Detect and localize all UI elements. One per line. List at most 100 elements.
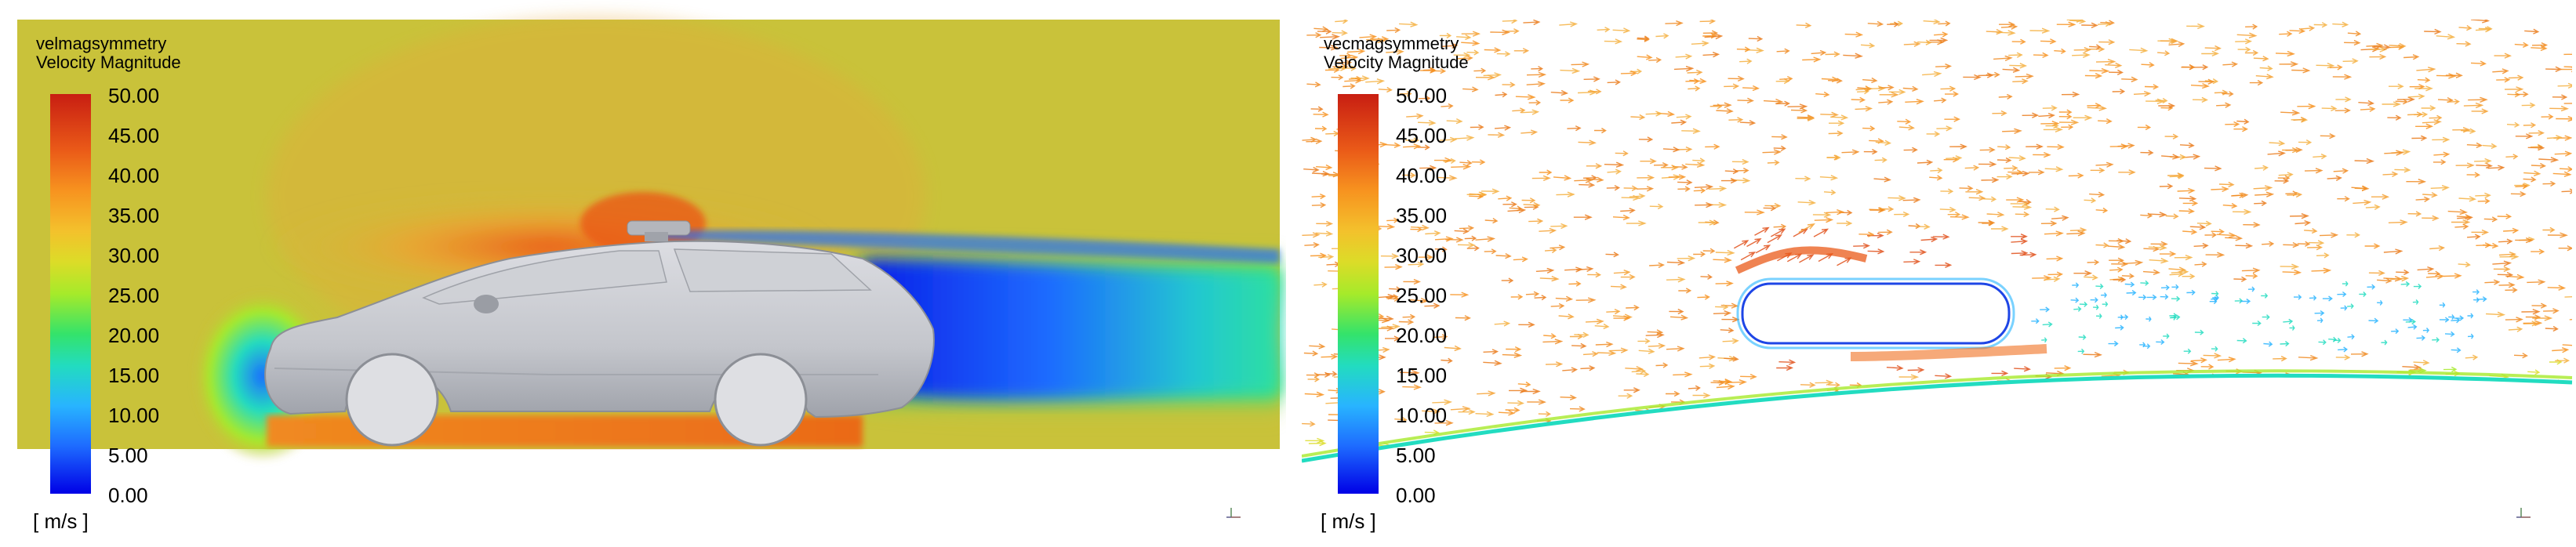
velocity-vector-glyph (2204, 165, 2222, 172)
velocity-vector-glyph (2182, 200, 2199, 207)
velocity-vector-glyph (2338, 346, 2348, 353)
velocity-vector-glyph (1570, 436, 1585, 442)
velocity-vector-glyph (2245, 24, 2258, 30)
velocity-vector-glyph (2470, 60, 2487, 67)
velocity-vector-glyph (1505, 28, 1520, 34)
velocity-vector-glyph (2527, 144, 2545, 151)
velocity-vector-glyph (2031, 318, 2040, 324)
wheel-rear (714, 353, 808, 447)
velocity-vector-glyph (2422, 328, 2430, 333)
velocity-vector-glyph (1637, 338, 1651, 344)
velocity-vector-glyph (1739, 120, 1757, 126)
velocity-vector-glyph (2250, 438, 2270, 445)
velocity-vector-glyph (1620, 208, 1636, 214)
velocity-vector-glyph (2058, 109, 2073, 115)
velocity-vector-glyph (2181, 64, 2196, 71)
velocity-vector-glyph (1793, 228, 1808, 237)
velocity-vector-glyph (2024, 414, 2038, 420)
velocity-vector-glyph (1518, 321, 1535, 328)
velocity-vector-glyph (1531, 66, 1543, 72)
velocity-vector-glyph (2093, 304, 2099, 310)
velocity-vector-glyph (2432, 387, 2450, 393)
velocity-vector-glyph (2149, 455, 2168, 462)
velocity-vector-glyph (1402, 143, 1422, 150)
velocity-vector-glyph (2115, 324, 2124, 331)
velocity-vector-glyph (2193, 64, 2209, 71)
tick-label: 25.00 (1396, 284, 1448, 307)
velocity-vector-glyph (1384, 335, 1401, 342)
velocity-vector-glyph (2004, 165, 2018, 172)
velocity-vector-glyph (2452, 127, 2471, 133)
velocity-vector-glyph (1605, 252, 1619, 258)
velocity-vector-glyph (1402, 313, 1416, 320)
velocity-vector-glyph (1655, 33, 1669, 39)
velocity-vector-glyph (1613, 270, 1631, 276)
velocity-vector-glyph (1886, 364, 1904, 371)
velocity-vector-glyph (1739, 58, 1753, 64)
velocity-vector-glyph (2531, 302, 2548, 309)
velocity-vector-glyph (1567, 125, 1582, 132)
velocity-vector-glyph (2090, 297, 2098, 303)
velocity-vector-glyph (2054, 365, 2072, 371)
velocity-vector-glyph (2011, 238, 2029, 245)
velocity-vector-glyph (1874, 157, 1887, 163)
velocity-vector-glyph (2337, 291, 2347, 298)
velocity-vector-glyph (2558, 245, 2572, 252)
velocity-vector-glyph (1931, 406, 1945, 412)
velocity-vector-glyph (2261, 292, 2269, 299)
velocity-vector-glyph (1607, 79, 1621, 85)
velocity-vector-glyph (1685, 161, 1706, 168)
velocity-vector-glyph (1560, 394, 1577, 400)
velocity-vector-glyph (1502, 20, 1518, 24)
velocity-vector-glyph (1575, 452, 1593, 459)
velocity-vector-glyph (2413, 283, 2422, 289)
velocity-vector-glyph (2042, 321, 2053, 328)
tick-label: 50.00 (108, 84, 160, 107)
velocity-vector-glyph (2416, 335, 2425, 341)
velocity-vector-glyph (1604, 438, 1623, 444)
velocity-vector-glyph (2443, 273, 2462, 279)
velocity-vector-glyph (1555, 295, 1574, 302)
tick-label: 50.00 (1396, 84, 1448, 107)
velocity-vector-glyph (2552, 171, 2572, 177)
velocity-vector-glyph (1968, 393, 1985, 400)
velocity-vector-glyph (2358, 100, 2374, 107)
velocity-vector-glyph (1310, 252, 1328, 259)
velocity-vector-glyph (1949, 143, 1967, 150)
velocity-vector-glyph (1902, 85, 1919, 92)
velocity-vector-glyph (1879, 92, 1899, 98)
velocity-vector-glyph (1623, 185, 1638, 191)
velocity-vector-glyph (2245, 273, 2258, 279)
velocity-vector-glyph (2436, 34, 2456, 40)
velocity-vector-glyph (2476, 296, 2487, 302)
velocity-vector-glyph (1531, 175, 1551, 182)
velocity-vector-glyph (1386, 217, 1399, 223)
velocity-vector-glyph (1675, 53, 1693, 60)
velocity-vector-glyph (1888, 423, 1906, 429)
velocity-vector-glyph (2311, 401, 2331, 408)
velocity-vector-glyph (2087, 259, 2100, 266)
velocity-vector-glyph (2032, 389, 2045, 395)
velocity-vector-glyph (1920, 437, 1936, 443)
velocity-vector-glyph (2011, 234, 2028, 240)
velocity-vector-glyph (2538, 157, 2560, 163)
velocity-vector-glyph (1577, 89, 1598, 96)
velocity-vector-glyph (1603, 450, 1621, 456)
velocity-vector-glyph (2174, 254, 2193, 261)
velocity-vector-glyph (1898, 125, 1915, 131)
velocity-vector-glyph (2118, 169, 2136, 176)
velocity-vector-glyph (2182, 229, 2198, 235)
velocity-vector-glyph (2391, 328, 2400, 335)
velocity-vector-glyph (1583, 76, 1600, 82)
velocity-vector-glyph (2407, 324, 2418, 330)
velocity-vector-glyph (1553, 175, 1572, 181)
velocity-vector-glyph (2396, 96, 2415, 103)
velocity-vector-glyph (1376, 325, 1394, 331)
velocity-vector-glyph (2193, 243, 2209, 249)
velocity-vector-glyph (1901, 409, 1917, 415)
velocity-vector-glyph (1744, 209, 1765, 216)
velocity-vector-glyph (2084, 274, 2098, 281)
velocity-vector-glyph (1528, 218, 1544, 224)
velocity-vector-glyph (2463, 102, 2484, 109)
velocity-vector-glyph (1754, 226, 1770, 236)
